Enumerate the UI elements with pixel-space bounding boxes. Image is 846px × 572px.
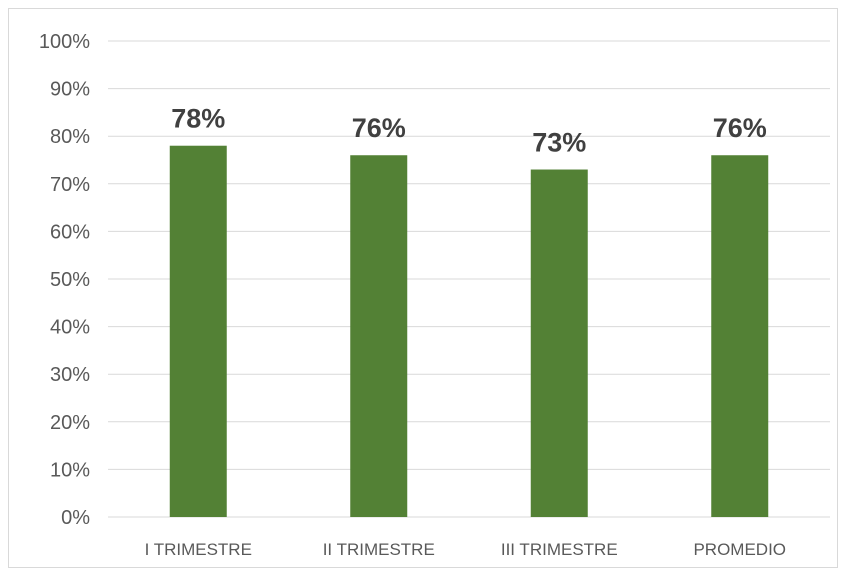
y-tick-label: 60% — [50, 221, 90, 243]
y-tick-label: 20% — [50, 412, 90, 434]
y-tick-label: 90% — [50, 79, 90, 101]
y-tick-label: 50% — [50, 269, 90, 291]
data-label: 76% — [352, 113, 406, 143]
y-tick-label: 10% — [50, 459, 90, 481]
x-tick-label: II TRIMESTRE — [323, 540, 435, 559]
y-tick-label: 0% — [61, 507, 90, 529]
data-label: 78% — [171, 104, 225, 134]
y-tick-label: 40% — [50, 317, 90, 339]
y-tick-label: 30% — [50, 364, 90, 386]
y-tick-label: 80% — [50, 126, 90, 148]
x-tick-label: I TRIMESTRE — [145, 540, 252, 559]
data-label: 76% — [713, 113, 767, 143]
y-tick-label: 100% — [39, 31, 90, 53]
x-tick-label: III TRIMESTRE — [501, 540, 618, 559]
bar — [350, 155, 408, 518]
data-label: 73% — [532, 128, 586, 158]
bar — [169, 145, 227, 517]
bar — [530, 169, 588, 517]
chart-frame — [8, 8, 838, 568]
x-tick-label: PROMEDIO — [693, 540, 786, 559]
y-tick-label: 70% — [50, 174, 90, 196]
bar — [711, 155, 769, 518]
